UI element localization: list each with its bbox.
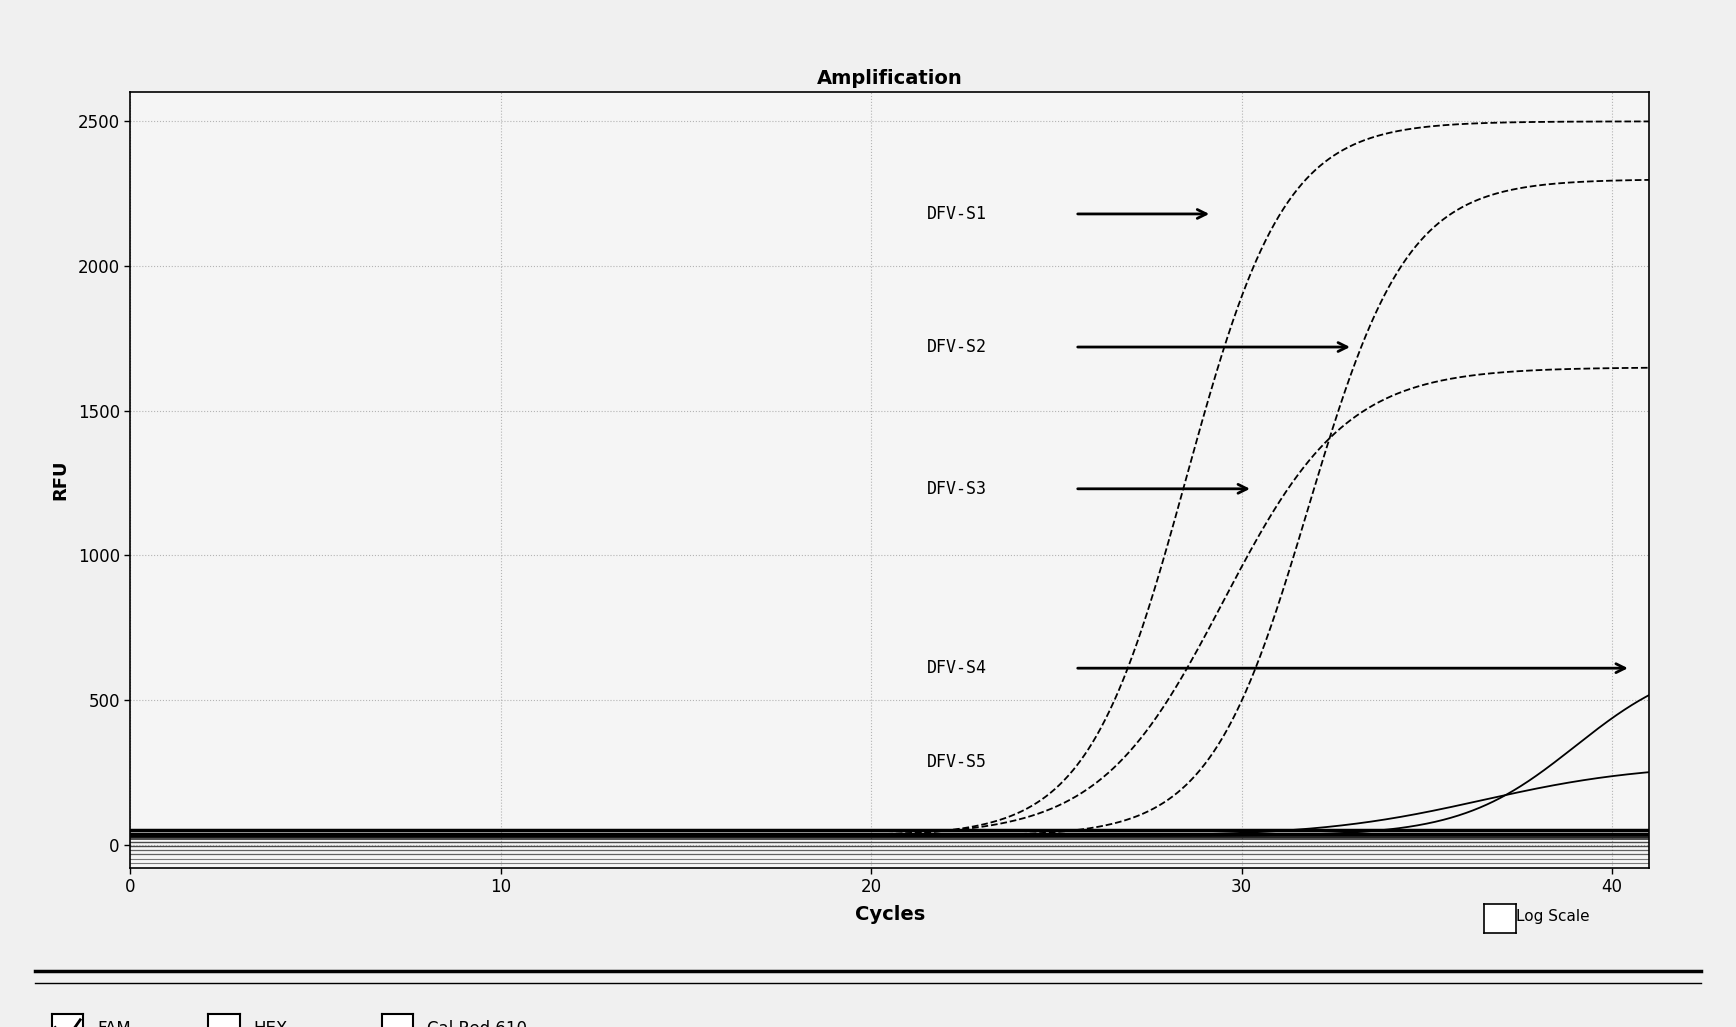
Text: HEX: HEX [253, 1020, 288, 1027]
X-axis label: Cycles: Cycles [854, 905, 925, 923]
Text: DFV-S5: DFV-S5 [927, 753, 986, 771]
Text: DFV-S3: DFV-S3 [927, 480, 986, 498]
Text: Cal Red 610: Cal Red 610 [427, 1020, 528, 1027]
Text: DFV-S4: DFV-S4 [927, 659, 986, 677]
Y-axis label: RFU: RFU [52, 460, 69, 500]
Text: FAM: FAM [97, 1020, 130, 1027]
Text: DFV-S1: DFV-S1 [927, 205, 986, 223]
Text: Log Scale: Log Scale [1516, 909, 1588, 923]
Title: Amplification: Amplification [818, 69, 962, 88]
Text: DFV-S2: DFV-S2 [927, 338, 986, 356]
